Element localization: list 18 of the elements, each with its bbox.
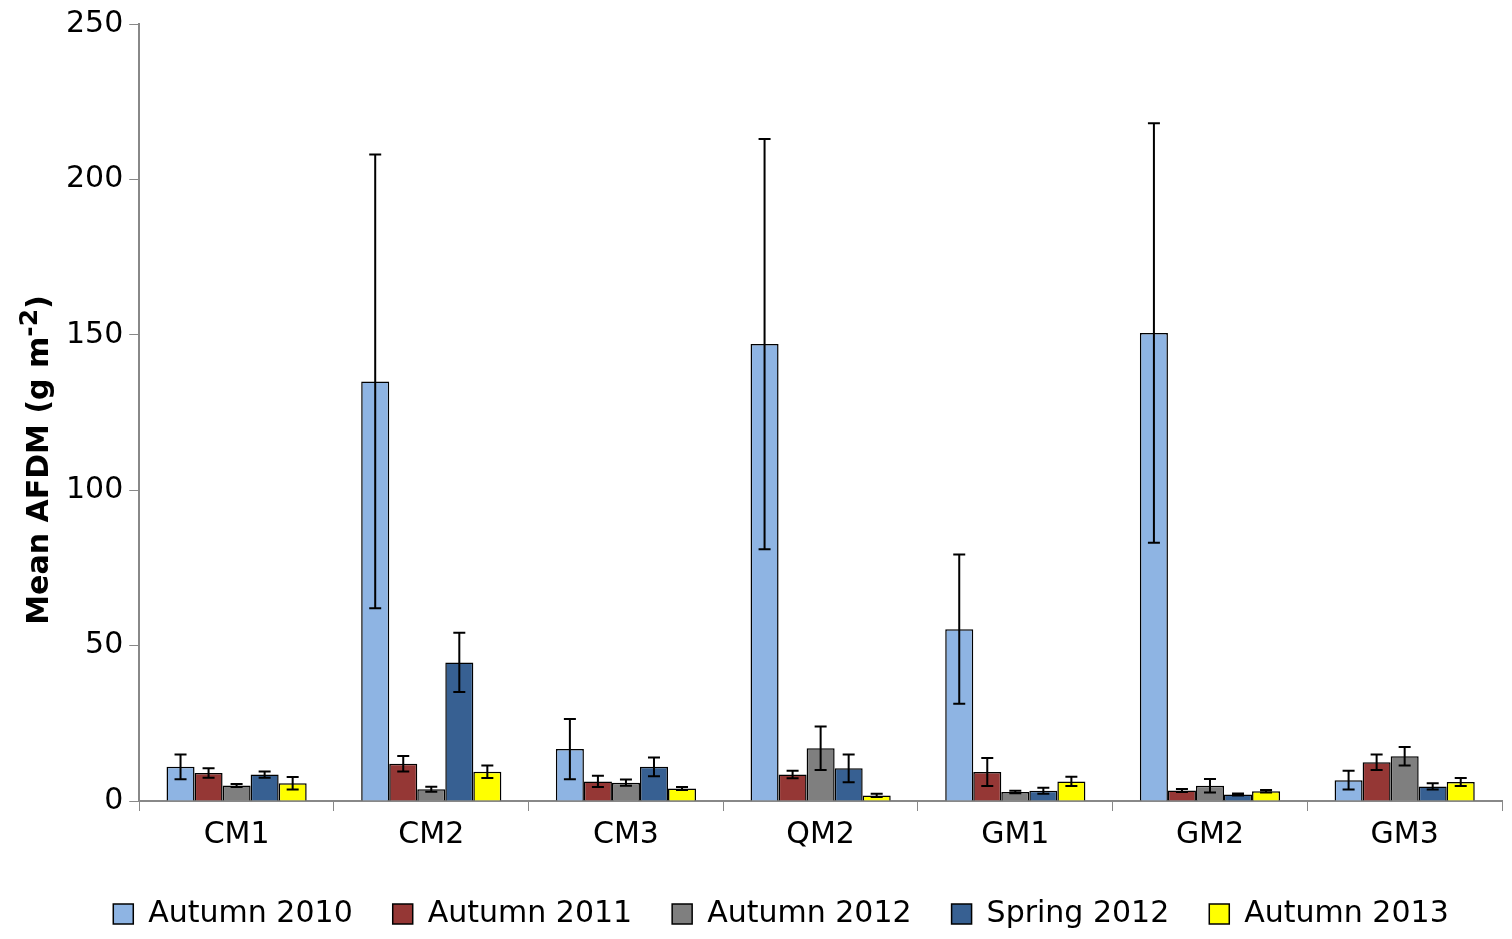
y-tick-label: 50	[85, 625, 124, 661]
y-tick-label: 100	[66, 470, 124, 505]
x-tick-label: CM2	[398, 814, 465, 850]
y-tick-label: 0	[104, 780, 124, 816]
x-tick-label: GM1	[981, 814, 1050, 850]
x-tick-label: GM2	[1175, 814, 1245, 850]
legend-label: Autumn 2010	[148, 893, 353, 929]
x-tick-label: CM1	[203, 814, 270, 850]
y-tick-label: 200	[66, 159, 124, 195]
legend-label: Autumn 2012	[707, 893, 912, 929]
x-tick-label: QM2	[786, 814, 855, 850]
y-tick-label: 250	[66, 3, 124, 39]
legend-label: Autumn 2011	[427, 893, 633, 929]
x-tick-label: GM3	[1370, 814, 1439, 850]
y-tick-label: 150	[66, 314, 124, 350]
legend-label: Autumn 2013	[1244, 893, 1449, 929]
x-tick-label: CM3	[592, 814, 659, 850]
legend-label: Spring 2012	[986, 893, 1170, 929]
